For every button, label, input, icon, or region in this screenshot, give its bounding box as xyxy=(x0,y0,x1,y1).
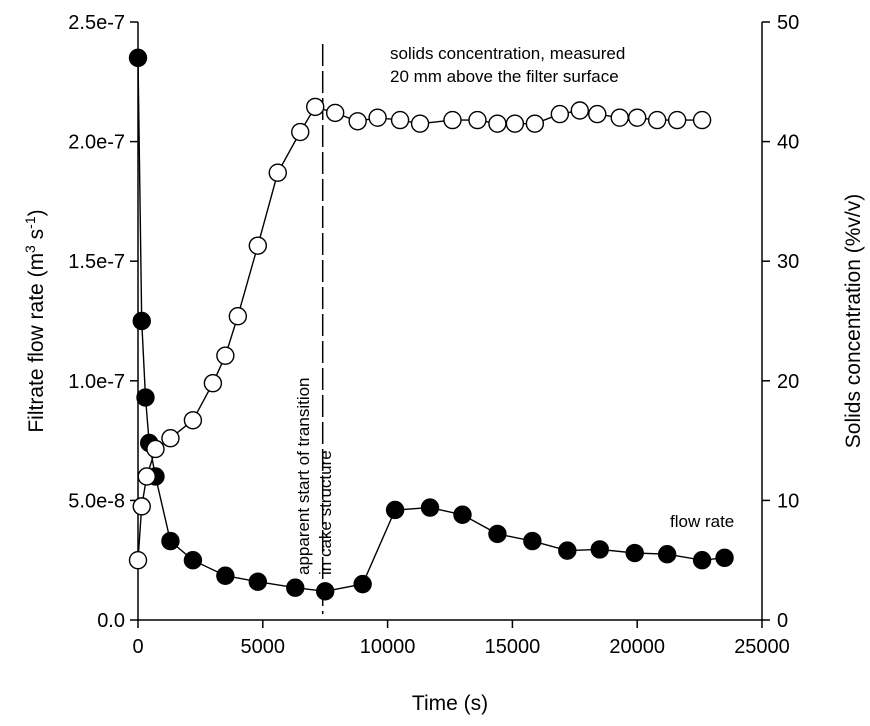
flow-rate-point xyxy=(132,311,151,331)
x-tick-label: 0 xyxy=(132,636,143,658)
solids-concentration-point xyxy=(647,110,667,130)
left-y-tick-label: 1.0e-7 xyxy=(68,371,125,393)
flow-rate-point xyxy=(715,548,734,568)
left-y-tick-label: 1.5e-7 xyxy=(68,251,125,273)
solids-concentration-point xyxy=(610,108,629,127)
x-axis-title: Time (s) xyxy=(412,692,488,715)
flow-rate-point xyxy=(248,572,268,591)
flow-rate-point xyxy=(590,540,609,559)
annotation-transition-line2: in cake structure xyxy=(316,450,335,575)
flow-rate-point xyxy=(316,582,335,601)
annotation-solids-line1: solids concentration, measured xyxy=(390,44,625,63)
solids-concentration-point xyxy=(248,236,268,255)
solids-concentration-point xyxy=(570,101,589,120)
solids-concentration-point xyxy=(692,110,712,130)
flow-rate-point xyxy=(625,543,644,563)
right-y-tick-label: 40 xyxy=(777,132,799,154)
solids-concentration-point xyxy=(128,551,148,570)
flow-rate-point xyxy=(420,498,440,517)
right-y-axis-title: Solids concentration (%v/v) xyxy=(842,194,865,448)
solids-concentration-point xyxy=(368,108,387,127)
solids-concentration-point xyxy=(628,108,647,127)
right-y-tick-label: 20 xyxy=(777,371,799,393)
solids-concentration-point xyxy=(390,110,410,130)
solids-concentration-point xyxy=(588,104,607,124)
right-y-tick-label: 50 xyxy=(777,12,799,34)
flow-rate-point xyxy=(523,531,542,551)
left-y-tick-label: 2.0e-7 xyxy=(68,132,125,154)
flow-rate-point xyxy=(286,578,305,597)
solids-concentration-point xyxy=(348,112,367,131)
solids-concentration-point xyxy=(468,110,487,130)
solids-concentration-point xyxy=(216,346,235,365)
flow-rate-point xyxy=(136,388,155,407)
x-tick-label: 15000 xyxy=(485,636,541,658)
plot-area xyxy=(128,48,734,601)
flow-rate-point xyxy=(183,551,203,570)
left-y-tick-label: 2.5e-7 xyxy=(68,12,125,34)
right-y-tick-label: 30 xyxy=(777,251,799,273)
x-tick-label: 20000 xyxy=(609,636,665,658)
left-y-title-sup2: -1 xyxy=(22,216,38,229)
left-y-axis-title: Filtrate flow rate (m3 s-1) xyxy=(22,209,48,432)
annotation-transition: apparent start of transition in cake str… xyxy=(294,377,335,575)
left-y-title-end: ) xyxy=(25,209,48,216)
solids-concentration-point xyxy=(505,114,525,133)
flow-rate-point xyxy=(558,541,577,560)
left-y-title-sup1: 3 xyxy=(22,245,38,253)
x-tick-label: 10000 xyxy=(360,636,416,658)
flow-rate-point xyxy=(385,500,405,520)
left-y-tick-label: 5.0e-8 xyxy=(68,490,125,512)
flow-rate-point xyxy=(453,505,472,524)
solids-concentration-point xyxy=(525,114,545,133)
solids-concentration-point xyxy=(161,429,180,448)
flow-rate-point xyxy=(353,574,372,594)
flow-rate-point xyxy=(216,566,235,585)
right-y-tick-label: 0 xyxy=(777,610,788,632)
left-y-title-mid: s xyxy=(25,229,48,245)
x-tick-label: 5000 xyxy=(241,636,286,658)
solids-concentration-point xyxy=(132,497,151,516)
solids-concentration-point xyxy=(410,114,430,133)
tick-group: 0 5000 10000 15000 20000 25000 0.0 5.0e-8 1.0e-7… xyxy=(68,12,799,658)
left-y-tick-label: 0.0 xyxy=(97,610,125,632)
flow-rate-point xyxy=(657,545,677,564)
annotation-transition-line1: apparent start of transition xyxy=(294,377,313,575)
flow-rate-point xyxy=(692,551,712,570)
solids-concentration-point xyxy=(268,163,287,182)
annotation-flow-rate: flow rate xyxy=(670,512,734,531)
solids-concentration-point xyxy=(550,104,570,124)
left-y-title-main: Filtrate flow rate (m xyxy=(25,253,48,433)
solids-concentration-point xyxy=(146,439,165,459)
x-tick-label: 25000 xyxy=(734,636,790,658)
solids-concentration-point xyxy=(488,114,507,133)
solids-concentration-series-line xyxy=(137,106,703,561)
solids-concentration-point xyxy=(183,411,203,430)
right-y-tick-label: 10 xyxy=(777,490,799,512)
solids-concentration-point xyxy=(306,97,325,117)
solids-concentration-point xyxy=(325,103,345,123)
solids-concentration-point xyxy=(667,110,687,130)
flow-rate-point xyxy=(488,524,507,544)
solids-concentration-point xyxy=(443,110,462,130)
flow-rate-point xyxy=(161,531,180,551)
solids-concentration-point xyxy=(203,373,223,393)
annotation-solids-line2: 20 mm above the filter surface xyxy=(390,67,619,86)
flow-rate-point xyxy=(128,48,148,68)
solids-concentration-point xyxy=(291,122,310,142)
solids-concentration-point xyxy=(228,307,248,326)
solids-concentration-point xyxy=(137,467,156,486)
